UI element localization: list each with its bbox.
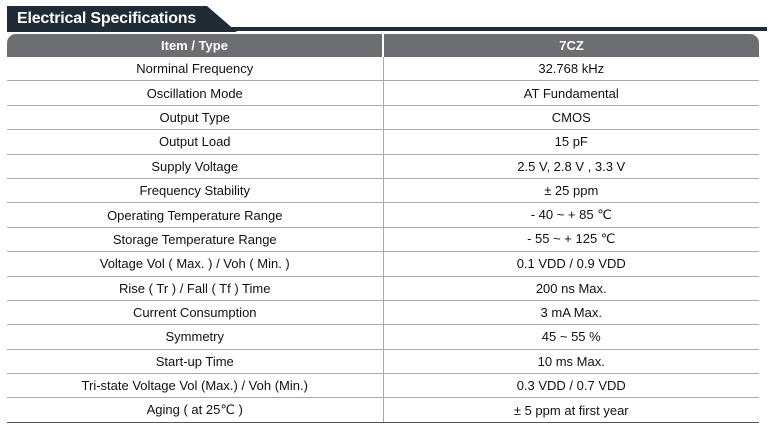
param-cell: Tri-state Voltage Vol (Max.) / Voh (Min.… <box>7 373 384 399</box>
value-cell: 45 ~ 55 % <box>383 324 759 350</box>
table-row: Start-up Time 10 ms Max. <box>7 349 759 375</box>
param-cell: Voltage Vol ( Max. ) / Voh ( Min. ) <box>7 251 384 277</box>
value-cell: ± 5 ppm at first year <box>383 397 759 423</box>
param-cell: Operating Temperature Range <box>7 202 384 228</box>
value-cell: ± 25 ppm <box>383 178 759 204</box>
table-row: Symmetry 45 ~ 55 % <box>7 324 759 350</box>
value-cell: 3 mA Max. <box>383 300 759 326</box>
param-cell: Norminal Frequency <box>7 57 384 82</box>
table-row: Tri-state Voltage Vol (Max.) / Voh (Min.… <box>7 373 759 399</box>
header-param: Item / Type <box>7 34 384 57</box>
param-cell: Oscillation Mode <box>7 80 384 106</box>
section-title-bar: Electrical Specifications <box>7 6 767 32</box>
table-row: Supply Voltage 2.5 V, 2.8 V , 3.3 V <box>7 154 759 179</box>
param-cell: Current Consumption <box>7 300 384 326</box>
table-row: Aging ( at 25℃ ) ± 5 ppm at first year <box>7 397 759 423</box>
table-header-row: Item / Type 7CZ <box>7 34 759 57</box>
value-cell: 2.5 V, 2.8 V , 3.3 V <box>383 154 759 179</box>
param-cell: Storage Temperature Range <box>7 227 384 253</box>
header-value: 7CZ <box>383 34 759 57</box>
param-cell: Output Type <box>7 105 384 131</box>
value-cell: AT Fundamental <box>383 80 759 106</box>
table-row: Output Load 15 pF <box>7 129 759 155</box>
param-cell: Frequency Stability <box>7 178 384 204</box>
value-cell: - 55 ~ + 125 ℃ <box>383 227 759 253</box>
table-row: Current Consumption 3 mA Max. <box>7 300 759 326</box>
section-title: Electrical Specifications <box>7 6 237 32</box>
param-cell: Supply Voltage <box>7 154 384 179</box>
value-cell: 0.1 VDD / 0.9 VDD <box>383 251 759 277</box>
title-underline <box>207 27 767 31</box>
table-row: Frequency Stability ± 25 ppm <box>7 178 759 204</box>
value-cell: 10 ms Max. <box>383 349 759 375</box>
value-cell: 15 pF <box>383 129 759 155</box>
table-row: Storage Temperature Range - 55 ~ + 125 ℃ <box>7 227 759 253</box>
value-cell: - 40 ~ + 85 ℃ <box>383 202 759 228</box>
value-cell: 200 ns Max. <box>383 276 759 301</box>
value-cell: CMOS <box>383 105 759 131</box>
value-cell: 0.3 VDD / 0.7 VDD <box>383 373 759 399</box>
value-cell: 32.768 kHz <box>383 57 759 82</box>
table-body: Norminal Frequency 32.768 kHz Oscillation … <box>7 57 759 423</box>
table-row: Output Type CMOS <box>7 105 759 131</box>
param-cell: Rise ( Tr ) / Fall ( Tf ) Time <box>7 276 384 301</box>
table-row: Operating Temperature Range - 40 ~ + 85 ℃ <box>7 202 759 228</box>
table-row: Oscillation Mode AT Fundamental <box>7 80 759 106</box>
param-cell: Symmetry <box>7 324 384 350</box>
param-cell: Output Load <box>7 129 384 155</box>
electrical-spec-table: Item / Type 7CZ Norminal Frequency 32.768… <box>7 34 759 423</box>
param-cell: Start-up Time <box>7 349 384 375</box>
param-cell: Aging ( at 25℃ ) <box>7 397 384 423</box>
table-row: Voltage Vol ( Max. ) / Voh ( Min. ) 0.1 V… <box>7 251 759 277</box>
table-row: Rise ( Tr ) / Fall ( Tf ) Time 200 ns Max… <box>7 276 759 301</box>
table-row: Norminal Frequency 32.768 kHz <box>7 57 759 82</box>
